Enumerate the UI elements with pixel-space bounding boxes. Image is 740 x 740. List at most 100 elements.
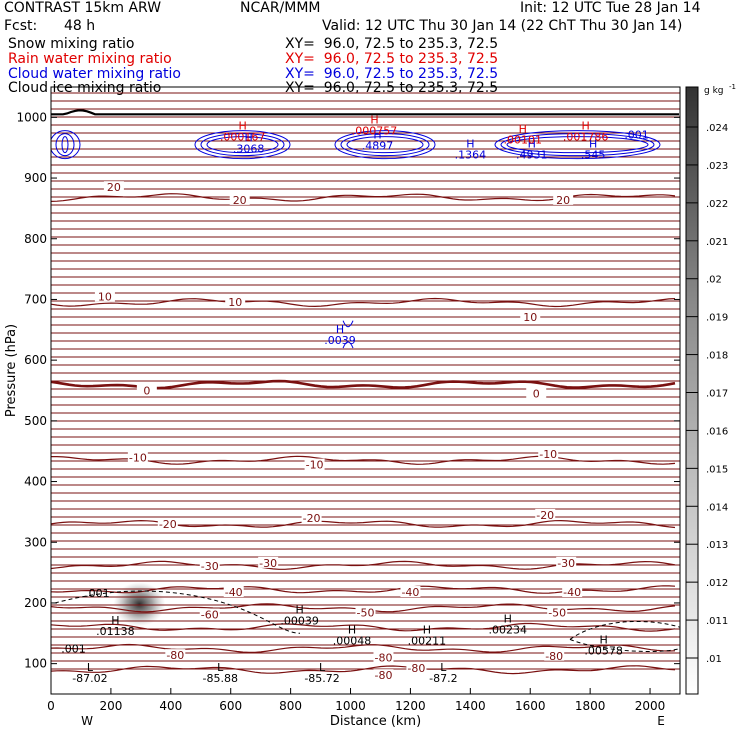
extremum-mark: H (370, 113, 378, 126)
extremum-mark: L (87, 661, 94, 674)
isotherm-label: -80 (374, 652, 392, 665)
x-tick-label: 200 (99, 699, 122, 713)
colorbar-tick-label: .023 (706, 161, 728, 172)
isotherm-label: -40 (225, 586, 243, 599)
isotherm-label: -60 (201, 608, 219, 621)
terrain-line (51, 109, 679, 116)
colorbar-tick-label: .018 (706, 351, 728, 362)
extremum-mark: H (423, 623, 431, 636)
extremum-mark: H (336, 323, 344, 336)
extremum-mark: H (519, 123, 527, 136)
extremum-value: .00211 (408, 634, 447, 647)
y-tick-label: 1000 (16, 110, 47, 124)
colorbar-tick-label: .014 (706, 502, 728, 513)
x-tick-label: 1200 (395, 699, 426, 713)
field-name-snow: Snow mixing ratio (8, 36, 135, 52)
extremum-value: .00578 (584, 645, 623, 658)
field-xy-cloud-water: XY= 96.0, 72.5 to 235.3, 72.5 (285, 66, 499, 82)
y-tick-label: 500 (24, 414, 47, 428)
colorbar-tick-label: .02 (706, 275, 722, 286)
x-tick-label: 1800 (575, 699, 606, 713)
extremum-value: .1364 (455, 149, 487, 162)
x-axis-east-label: E (657, 714, 665, 728)
extremum-value: -85.88 (202, 672, 237, 685)
isotherm-label: -20 (536, 509, 554, 522)
extremum-mark: H (599, 634, 607, 647)
valid-time: Valid: 12 UTC Thu 30 Jan 14 (22 ChT Thu … (322, 18, 683, 34)
extremum-mark: H (466, 138, 474, 151)
cloud-water-contour (340, 133, 430, 157)
isotherm-label: 20 (233, 194, 247, 207)
isotherm-label: -10 (539, 448, 557, 461)
colorbar-tick-label: .017 (706, 389, 728, 400)
x-tick-label: 1600 (515, 699, 546, 713)
extremum-value: .000167 (220, 130, 266, 143)
colorbar-tick-label: .021 (706, 237, 728, 248)
contour-label: .001 (85, 587, 110, 600)
extremum-value: .0039 (324, 334, 356, 347)
x-tick-label: 1000 (335, 699, 366, 713)
isotherm-label: 0 (533, 388, 540, 401)
isotherm-label: 10 (98, 290, 112, 303)
extremum-value: -85.72 (304, 672, 339, 685)
extremum-mark: H (239, 119, 247, 132)
extremum-value: .001786 (563, 130, 609, 143)
y-tick-label: 600 (24, 353, 47, 367)
extremum-mark: H (373, 129, 381, 142)
isotherm-label: -80 (407, 662, 425, 675)
contour-label: .001 (624, 129, 649, 142)
extremum-mark: H (582, 119, 590, 132)
cloud-water-contour (55, 133, 75, 157)
isotherm-label: -40 (401, 586, 419, 599)
colorbar-bar (685, 86, 699, 695)
cloud-water-contour (206, 136, 279, 154)
x-tick-label: 600 (219, 699, 242, 713)
colorbar-unit: g kg (704, 86, 724, 96)
field-name-rain: Rain water mixing ratio (8, 51, 172, 67)
x-tick-label: 0 (47, 699, 55, 713)
y-axis-title: Pressure (hPa) (4, 324, 19, 417)
colorbar-tick-label: .011 (706, 616, 728, 627)
plot-title: CONTRAST 15km ARW (4, 0, 162, 16)
colorbar-tick-label: .013 (706, 540, 728, 551)
extremum-mark: L (440, 661, 447, 674)
isotherm-label: -10 (129, 451, 147, 464)
x-tick-label: 1400 (455, 699, 486, 713)
forecast-hour-value: 48 h (64, 18, 96, 34)
cloud-water-contour (342, 320, 354, 349)
extremum-mark: H (528, 138, 536, 151)
isotherm-line (51, 665, 676, 675)
isotherm-label: 10 (523, 311, 537, 324)
isotherm-line (51, 622, 676, 632)
y-tick-label: 300 (24, 535, 47, 549)
extremum-mark: H (111, 614, 119, 627)
isotherm-label: -50 (357, 607, 375, 620)
extremum-mark: H (504, 612, 512, 625)
isotherm-label: -50 (548, 607, 566, 620)
isotherm-line (51, 455, 676, 465)
extremum-mark: H (245, 132, 253, 145)
y-tick-label: 100 (24, 657, 47, 671)
colorbar-tick-label: .022 (706, 199, 728, 210)
isotherm-label: -80 (166, 649, 184, 662)
extremum-value: .4897 (362, 140, 394, 153)
extremum-value: -87.2 (429, 672, 457, 685)
x-tick-label: 400 (159, 699, 182, 713)
field-xy-snow: XY= 96.0, 72.5 to 235.3, 72.5 (285, 36, 499, 52)
init-time: Init: 12 UTC Tue 28 Jan 14 (520, 0, 701, 16)
cloud-water-contour (61, 136, 69, 154)
cloud-water-contour (51, 130, 81, 160)
field-xy-rain: XY= 96.0, 72.5 to 235.3, 72.5 (285, 51, 499, 67)
isotherm-label: -10 (306, 459, 324, 472)
x-axis-title: Distance (km) (330, 714, 421, 729)
cloud-water-contour (200, 133, 285, 157)
isotherm-label: -30 (201, 560, 219, 573)
extremum-mark: L (217, 661, 224, 674)
cloud-water-contour (194, 130, 291, 160)
colorbar-tick-label: .01 (706, 654, 722, 665)
extremum-value: .01138 (96, 625, 135, 638)
isotherm-line (51, 193, 676, 202)
extremum-value: .545 (581, 149, 606, 162)
colorbar-tick-label: .024 (706, 123, 728, 134)
contour-label: .001 (61, 643, 86, 656)
